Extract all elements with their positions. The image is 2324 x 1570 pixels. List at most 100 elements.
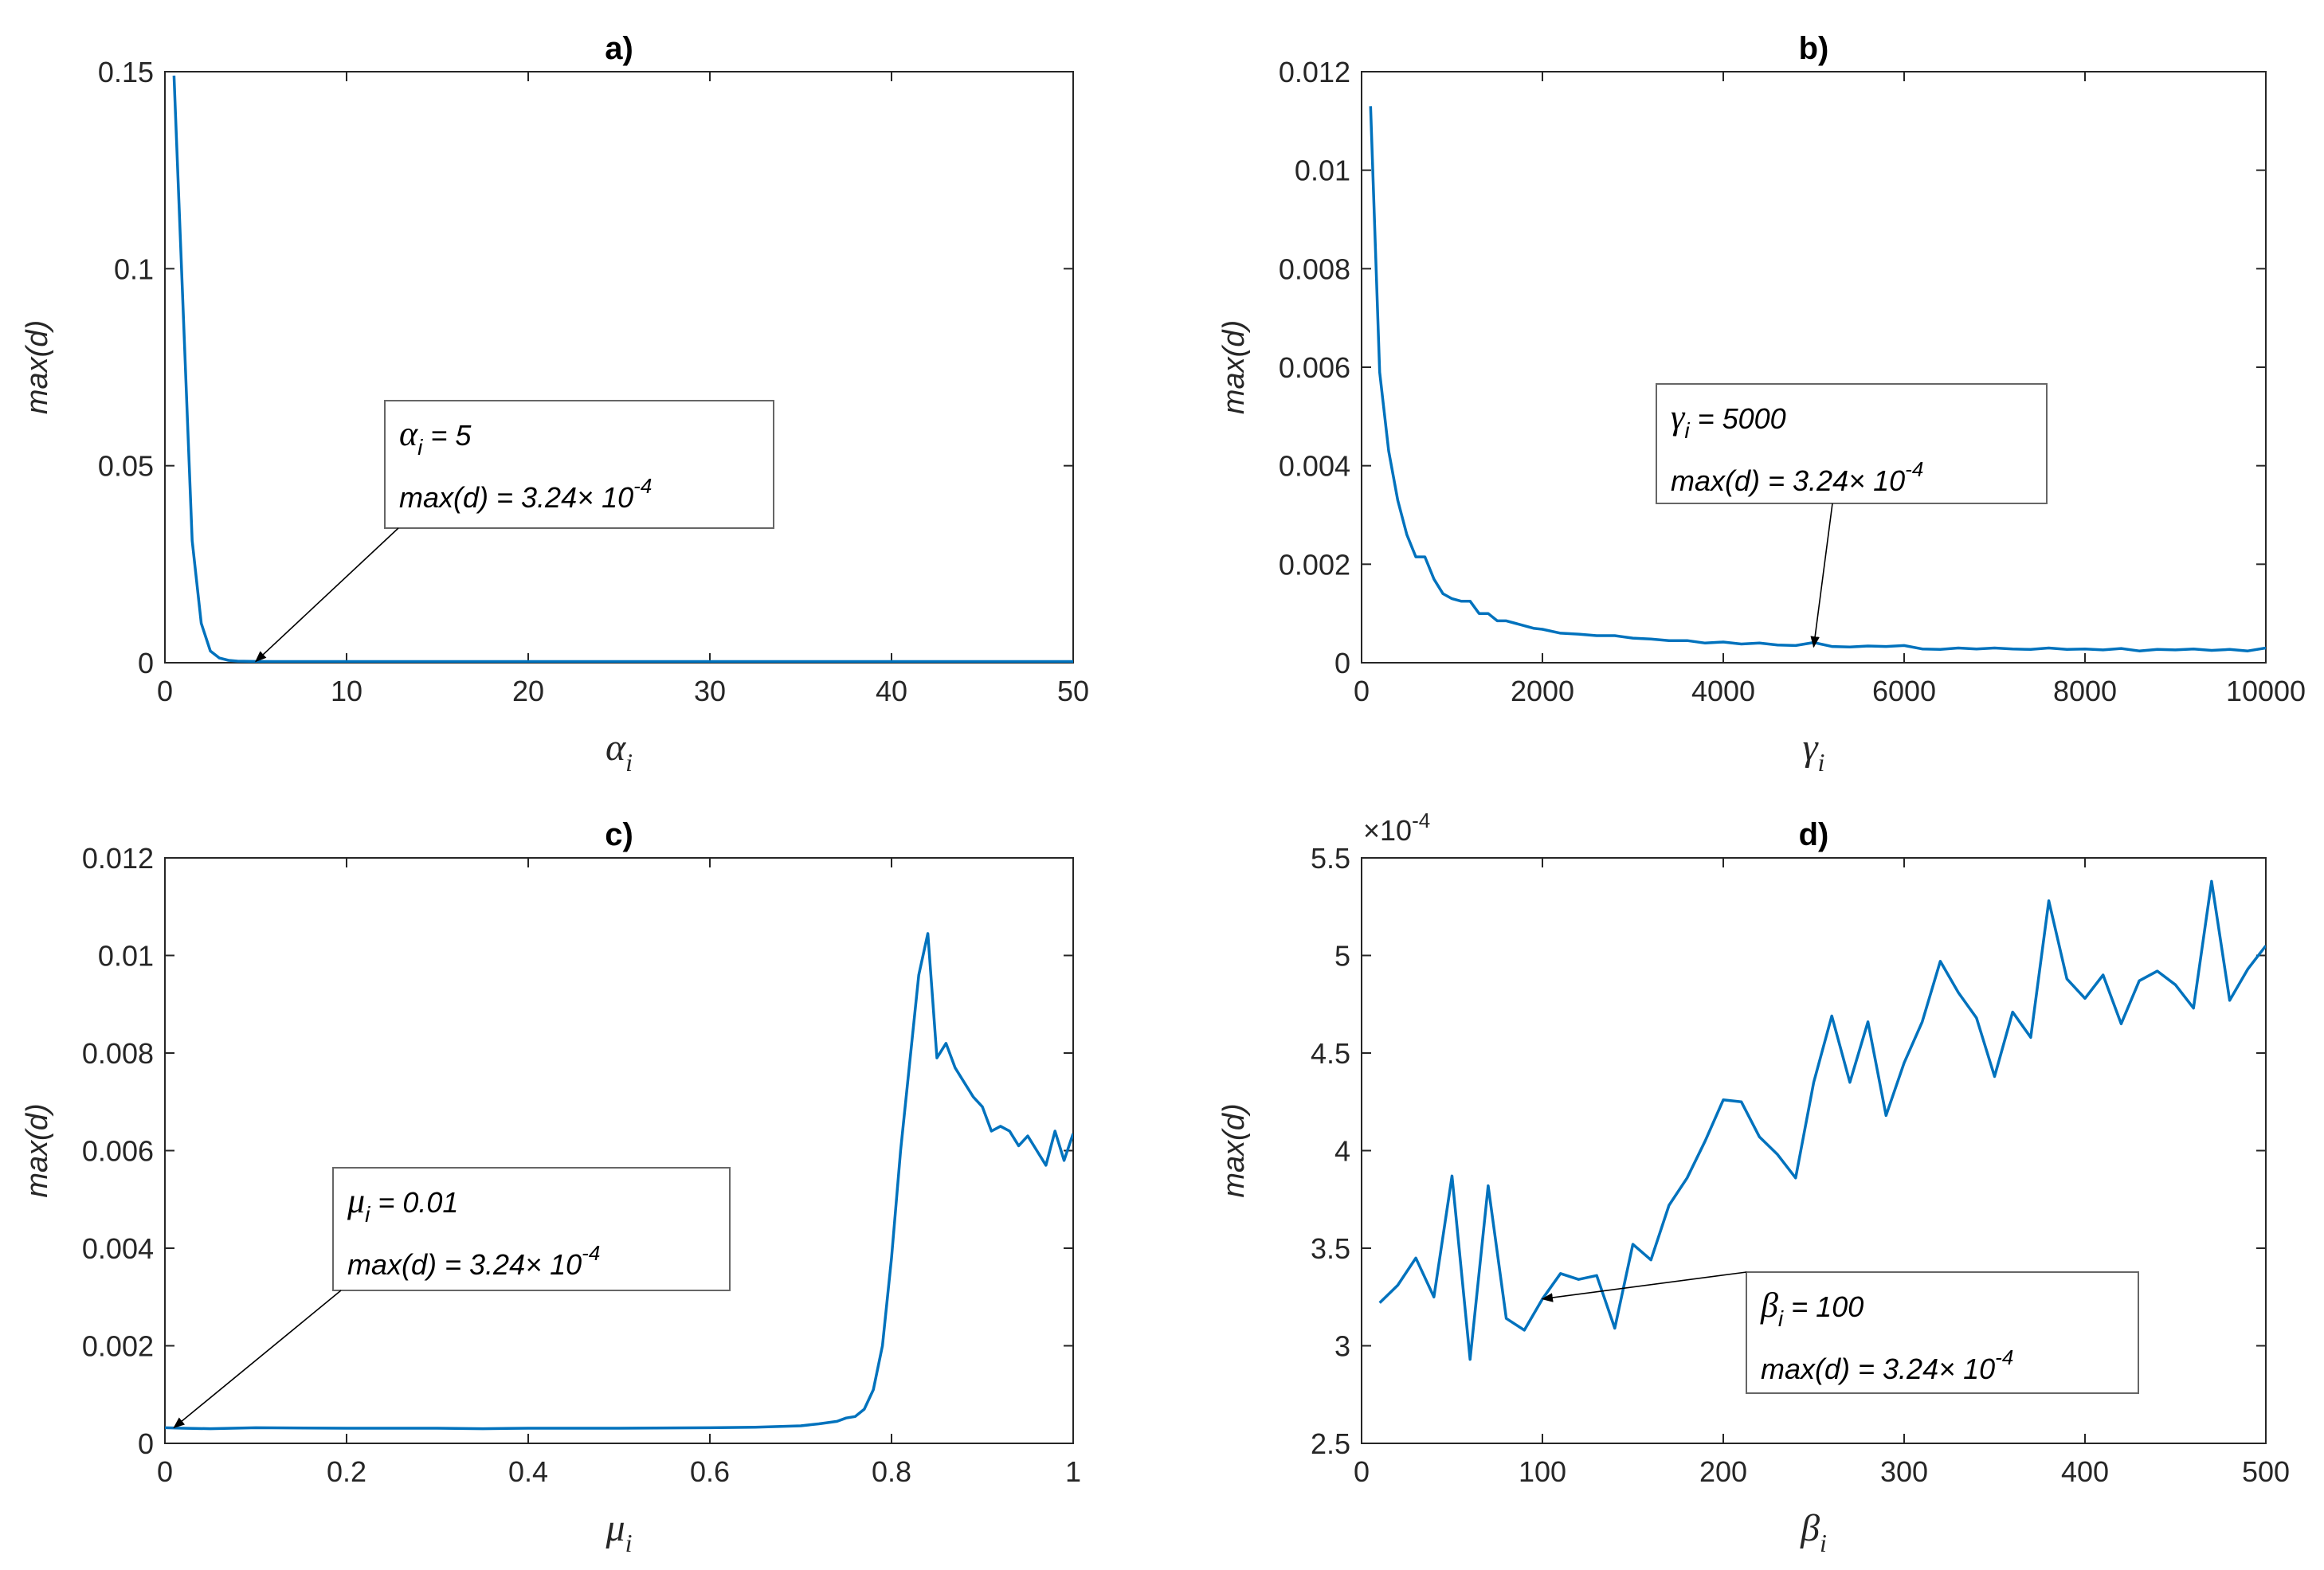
x-tick-label: 0.8 <box>872 1455 911 1488</box>
y-tick-label: 0.006 <box>1279 351 1350 384</box>
annotation-maxd-exponent: -4 <box>1905 457 1923 481</box>
x-tick-label: 1 <box>1065 1455 1081 1488</box>
annotation-maxd-text: max(d) = 3.24× 10 <box>1761 1353 1995 1385</box>
annotation-maxd: max(d) = 3.24× 10-4 <box>1761 1345 2013 1385</box>
x-tick-label: 0.4 <box>508 1455 548 1488</box>
annotation-subscript: i <box>1684 418 1690 443</box>
y-tick-label: 2.5 <box>1311 1427 1350 1460</box>
x-tick-label: 0 <box>157 1455 173 1488</box>
annotation-maxd: max(d) = 3.24× 10-4 <box>347 1241 600 1281</box>
x-tick-label: 2000 <box>1511 675 1574 707</box>
annotation-box <box>1746 1271 2139 1394</box>
panel-d: 0 100 200 300 400 500 2.5 3 3.5 4 4.5 5 5.5 d) max(d) β… <box>1217 808 2290 1557</box>
x-tick-label: 10 <box>331 675 363 707</box>
x-tick-label: 10000 <box>2226 675 2306 707</box>
y-tick-label: 0.012 <box>1279 56 1350 88</box>
annotation-value: = 5 <box>422 419 472 452</box>
x-axis-subscript: i <box>625 1529 633 1557</box>
annotation-maxd-exponent: -4 <box>1995 1345 2013 1369</box>
x-tick-label: 100 <box>1519 1455 1566 1488</box>
annotation-box <box>384 400 774 529</box>
panel-title: a) <box>605 31 633 66</box>
x-tick-label: 0.6 <box>690 1455 730 1488</box>
y-tick-label: 0.002 <box>1279 548 1350 581</box>
annotation-arrow <box>173 1290 342 1429</box>
x-tick-label: 6000 <box>1872 675 1936 707</box>
x-axis-label: αi <box>605 726 633 777</box>
annotation-box <box>332 1167 731 1291</box>
y-tick-label: 3 <box>1334 1330 1350 1363</box>
annotation-maxd-text: max(d) = 3.24× 10 <box>347 1248 582 1281</box>
y-exponent-label: ×10-4 <box>1363 808 1430 847</box>
annotation-subscript: i <box>365 1202 370 1227</box>
annotation-symbol: β <box>1760 1286 1778 1325</box>
annotation-maxd-exponent: -4 <box>582 1241 600 1265</box>
y-tick-label: 0 <box>138 647 154 679</box>
annotation-param: αi = 5 <box>399 414 472 460</box>
y-axis-label: max(d) <box>21 1103 54 1197</box>
annotation-arrow <box>1810 503 1833 648</box>
y-axis-label: max(d) <box>1217 1103 1251 1197</box>
y-tick-label: 5 <box>1334 940 1350 973</box>
x-tick-label: 400 <box>2061 1455 2109 1488</box>
annotation-box <box>1656 383 2048 504</box>
axes-box <box>164 71 1074 664</box>
y-axis-label: max(d) <box>21 320 54 414</box>
x-axis-subscript: i <box>625 748 633 777</box>
y-axis-label: max(d) <box>1217 320 1251 414</box>
x-axis-symbol: γ <box>1803 726 1819 769</box>
x-axis-label: γi <box>1803 726 1825 777</box>
annotation-param: βi = 100 <box>1760 1286 1864 1331</box>
annotation-value: = 100 <box>1783 1290 1864 1323</box>
y-tick-label: 5.5 <box>1311 842 1350 875</box>
y-tick-label: 0.012 <box>82 842 154 875</box>
x-tick-label: 0 <box>1354 675 1370 707</box>
x-axis-subscript: i <box>1820 1529 1827 1557</box>
y-tick-label: 0.008 <box>82 1037 154 1070</box>
annotation-subscript: i <box>1778 1306 1784 1331</box>
y-tick-label: 0.006 <box>82 1135 154 1168</box>
annotation-maxd: max(d) = 3.24× 10-4 <box>1671 457 1923 497</box>
y-tick-label: 0.004 <box>1279 450 1350 483</box>
x-axis-symbol: β <box>1800 1507 1820 1549</box>
y-tick-label: 0.01 <box>98 940 154 973</box>
x-tick-label: 0.2 <box>327 1455 366 1488</box>
y-tick-label: 0 <box>138 1427 154 1460</box>
annotation-param: μi = 0.01 <box>347 1181 458 1227</box>
y-tick-label: 0.1 <box>114 253 154 285</box>
annotation-param: γi = 5000 <box>1671 397 1786 443</box>
panel-title: c) <box>605 817 633 852</box>
x-tick-label: 4000 <box>1691 675 1755 707</box>
axes-box <box>164 857 1074 1444</box>
x-tick-label: 500 <box>2242 1455 2290 1488</box>
annotation-arrow <box>1541 1271 1747 1302</box>
annotation-symbol: μ <box>347 1181 365 1220</box>
y-tick-label: 4 <box>1334 1135 1350 1168</box>
x-axis-label: μi <box>605 1507 633 1557</box>
annotation-maxd-text: max(d) = 3.24× 10 <box>399 481 633 514</box>
y-tick-label: 0.01 <box>1295 155 1350 187</box>
series-line <box>1378 879 2266 1361</box>
y-tick-label: 0.004 <box>82 1232 154 1265</box>
annotation-value: = 5000 <box>1690 402 1786 435</box>
x-tick-label: 20 <box>512 675 544 707</box>
y-tick-label: 0.15 <box>98 56 154 88</box>
x-axis-subscript: i <box>1818 748 1825 777</box>
x-tick-label: 8000 <box>2053 675 2117 707</box>
y-tick-label: 0.002 <box>82 1330 154 1363</box>
x-tick-label: 30 <box>694 675 726 707</box>
panel-c: 0 0.2 0.4 0.6 0.8 1 0 0.002 0.004 0.006 0.008 0.01 0… <box>21 817 1081 1557</box>
y-exponent-power: -4 <box>1412 808 1430 832</box>
x-tick-label: 0 <box>1354 1455 1370 1488</box>
y-tick-label: 0.008 <box>1279 253 1350 285</box>
series-line <box>1369 106 2266 652</box>
annotation-subscript: i <box>417 435 423 460</box>
annotation-symbol: γ <box>1671 397 1686 437</box>
annotation-value: = 0.01 <box>370 1186 458 1219</box>
series-line <box>165 932 1073 1431</box>
annotation-arrow <box>254 527 399 663</box>
annotation-maxd-text: max(d) = 3.24× 10 <box>1671 464 1905 497</box>
x-tick-label: 300 <box>1880 1455 1928 1488</box>
